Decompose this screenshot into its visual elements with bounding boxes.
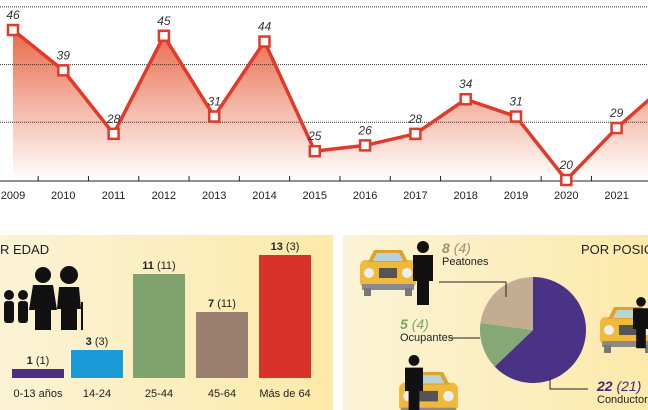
pie-label-Conductores: 22 (21)Conductores xyxy=(597,378,648,406)
taxi-icon xyxy=(360,250,416,296)
family-silhouette-icon xyxy=(0,257,90,332)
x-tick-label: 2015 xyxy=(303,190,327,202)
x-tick-label: 2013 xyxy=(202,190,226,202)
data-label: 29 xyxy=(609,106,624,120)
data-label: 45 xyxy=(157,14,171,28)
data-point xyxy=(461,94,471,104)
data-point xyxy=(159,31,169,41)
data-label: 34 xyxy=(459,77,473,91)
bar-value-label: 13 (3) xyxy=(250,241,320,253)
data-label: 28 xyxy=(106,112,121,126)
data-label: 31 xyxy=(208,95,221,109)
x-tick-label: 2019 xyxy=(504,190,528,202)
data-point xyxy=(8,25,18,35)
data-point xyxy=(109,129,119,139)
data-point xyxy=(360,140,370,150)
data-label: 25 xyxy=(307,129,322,143)
area-fill xyxy=(13,30,648,180)
x-tick-label: 2014 xyxy=(252,190,276,202)
data-label: 26 xyxy=(357,123,372,137)
bar-45-64 xyxy=(196,312,248,379)
x-tick-label: 2017 xyxy=(403,190,427,202)
x-tick-label: 2011 xyxy=(102,190,126,202)
pie-slice-Peatones xyxy=(480,277,533,330)
data-point xyxy=(260,37,270,47)
bar-0-13 años xyxy=(12,369,64,379)
x-tick-label: 2020 xyxy=(554,190,578,202)
bar-value-label: 7 (11) xyxy=(187,298,257,310)
data-point xyxy=(310,146,320,156)
x-tick-label: 2016 xyxy=(353,190,377,202)
data-point xyxy=(561,175,571,185)
bar-value-label: 1 (1) xyxy=(3,355,73,367)
data-label: 28 xyxy=(408,112,423,126)
pie-label-Peatones: 8 (4)Peatones xyxy=(442,240,488,268)
leader-line xyxy=(550,378,588,389)
data-point xyxy=(612,123,622,133)
bar-Más de 64 xyxy=(259,255,311,379)
age-title: R EDAD xyxy=(0,242,49,257)
data-label: 20 xyxy=(559,158,574,172)
category-label: Más de 64 xyxy=(245,388,325,400)
data-point xyxy=(58,65,68,75)
data-label: 31 xyxy=(509,95,522,109)
bar-value-label: 11 (11) xyxy=(124,260,194,272)
data-point xyxy=(209,112,219,122)
data-point xyxy=(511,112,521,122)
bar-14-24 xyxy=(71,350,123,379)
x-tick-label: 2010 xyxy=(51,190,75,202)
bar-25-44 xyxy=(133,274,185,379)
x-tick-label: 2012 xyxy=(152,190,176,202)
data-label: 44 xyxy=(258,20,272,34)
person-icon xyxy=(413,241,433,305)
pie-label-Ocupantes: 5 (4)Ocupantes xyxy=(400,316,453,344)
data-label: 46 xyxy=(6,8,20,22)
bar-value-label: 3 (3) xyxy=(62,336,132,348)
x-tick-label: 2009 xyxy=(1,190,25,202)
data-point xyxy=(410,129,420,139)
x-tick-label: 2021 xyxy=(604,190,628,202)
yearly-line-chart: 2009 46 2010 39 2011 28 2012 45 2013 31 2014 44 2015… xyxy=(0,0,648,205)
x-tick-label: 2018 xyxy=(453,190,477,202)
data-label: 39 xyxy=(57,48,71,62)
